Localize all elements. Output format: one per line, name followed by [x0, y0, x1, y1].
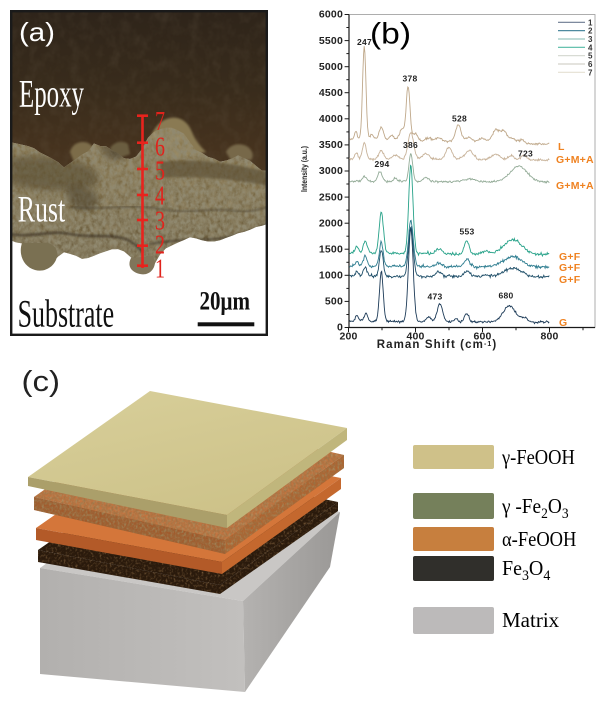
- svg-text:5000: 5000: [319, 61, 343, 73]
- svg-text:Rust: Rust: [18, 190, 66, 231]
- svg-text:378: 378: [402, 74, 417, 84]
- svg-text:20μm: 20μm: [200, 286, 251, 315]
- svg-text:723: 723: [518, 149, 533, 159]
- svg-text:600: 600: [473, 331, 491, 343]
- svg-text:6: 6: [588, 60, 593, 69]
- svg-text:3500: 3500: [319, 139, 343, 151]
- svg-text:7: 7: [588, 68, 593, 77]
- svg-text:200: 200: [339, 331, 357, 343]
- svg-text:1: 1: [155, 253, 165, 284]
- svg-text:528: 528: [452, 114, 467, 124]
- svg-text:680: 680: [498, 291, 513, 301]
- svg-text:Intensity (a.u.): Intensity (a.u.): [300, 146, 309, 192]
- svg-text:1000: 1000: [319, 270, 343, 282]
- svg-text:G: G: [559, 317, 567, 329]
- svg-text:6000: 6000: [319, 9, 343, 21]
- svg-text:G+M+A: G+M+A: [556, 180, 594, 192]
- svg-text:1: 1: [588, 18, 593, 27]
- svg-text:(b): (b): [370, 18, 411, 51]
- svg-text:500: 500: [325, 296, 343, 308]
- svg-text:2: 2: [155, 229, 165, 260]
- svg-text:5: 5: [588, 52, 593, 61]
- svg-text:400: 400: [406, 331, 424, 343]
- svg-text:6: 6: [155, 131, 165, 162]
- svg-text:5500: 5500: [319, 35, 343, 47]
- svg-text:2500: 2500: [319, 191, 343, 203]
- svg-text:386: 386: [403, 140, 418, 150]
- svg-text:2000: 2000: [319, 217, 343, 229]
- svg-text:4000: 4000: [319, 113, 343, 125]
- svg-text:247: 247: [357, 37, 372, 47]
- svg-text:7: 7: [155, 105, 165, 136]
- svg-text:553: 553: [459, 227, 474, 237]
- svg-text:G+M+A: G+M+A: [556, 154, 594, 166]
- svg-text:Epoxy: Epoxy: [19, 73, 84, 116]
- svg-text:Substrate: Substrate: [18, 293, 115, 336]
- svg-text:4: 4: [155, 180, 165, 211]
- svg-text:3: 3: [155, 205, 165, 236]
- svg-text:473: 473: [427, 292, 442, 302]
- svg-text:4500: 4500: [319, 87, 343, 99]
- svg-text:294: 294: [374, 159, 389, 169]
- svg-text:Raman Shift (cm-1): Raman Shift (cm-1): [377, 339, 498, 351]
- svg-text:(a): (a): [19, 17, 55, 47]
- svg-text:L: L: [558, 141, 565, 153]
- svg-text:G+F: G+F: [559, 251, 581, 263]
- svg-text:4: 4: [588, 43, 593, 52]
- svg-text:3000: 3000: [319, 165, 343, 177]
- svg-text:800: 800: [540, 331, 558, 343]
- svg-text:2: 2: [588, 27, 593, 36]
- svg-text:G+F: G+F: [559, 274, 581, 286]
- svg-text:3: 3: [588, 35, 593, 44]
- svg-text:G+F: G+F: [559, 262, 581, 274]
- svg-text:(c): (c): [22, 366, 61, 398]
- svg-text:0: 0: [337, 322, 343, 334]
- svg-text:5: 5: [155, 155, 165, 186]
- svg-text:1500: 1500: [319, 243, 343, 255]
